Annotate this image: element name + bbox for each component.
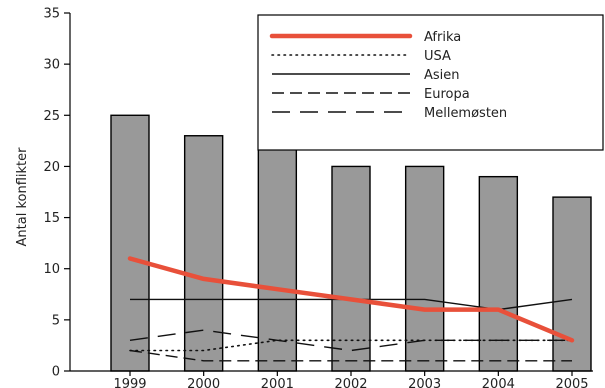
legend-label-mellemøsten: Mellemøsten	[424, 106, 507, 121]
x-tick-label-2002: 2002	[334, 377, 367, 388]
bar-2003	[404, 165, 445, 372]
bars-layer	[110, 114, 592, 372]
bar-2005	[552, 196, 592, 372]
x-tick-label-2000: 2000	[187, 377, 220, 388]
lines-layer	[127, 256, 575, 362]
bar-2001	[257, 145, 298, 372]
series-line-mellemøsten	[129, 329, 572, 352]
bar-2002	[331, 165, 371, 372]
legend-label-europa: Europa	[424, 87, 470, 102]
x-tick-label-2004: 2004	[482, 377, 515, 388]
y-tick-label-5: 5	[52, 313, 60, 328]
x-tick-label-2001: 2001	[261, 377, 294, 388]
series-line-europa	[129, 349, 572, 362]
y-tick-label-0: 0	[52, 365, 60, 380]
legend-label-asien: Asien	[424, 68, 460, 83]
y-tick-label-10: 10	[43, 262, 60, 277]
bar-2004	[478, 175, 519, 372]
y-tick-label-25: 25	[43, 109, 60, 124]
y-tick-label-35: 35	[43, 7, 60, 22]
y-tick-label-20: 20	[43, 160, 60, 175]
y-tick-label-15: 15	[43, 211, 60, 226]
x-tick-label-2005: 2005	[555, 377, 588, 388]
series-line-afrika	[127, 256, 575, 343]
legend-label-afrika: Afrika	[424, 30, 461, 45]
y-axis-title: Antal konflikter	[15, 147, 30, 247]
x-tick-label-2003: 2003	[408, 377, 441, 388]
series-line-usa	[129, 339, 573, 352]
axes-layer: 0 5 10 15 20 25 30 35 1999 2000 2001 2002 2003 2004 20…	[15, 7, 593, 388]
x-tick-label-1999: 1999	[113, 377, 146, 388]
y-tick-label-30: 30	[43, 58, 60, 73]
legend-label-usa: USA	[424, 49, 451, 64]
bar-2000	[183, 135, 224, 372]
legend: Afrika USA Asien Europa Mellemøsten	[257, 14, 604, 151]
bar-1999	[110, 114, 150, 372]
